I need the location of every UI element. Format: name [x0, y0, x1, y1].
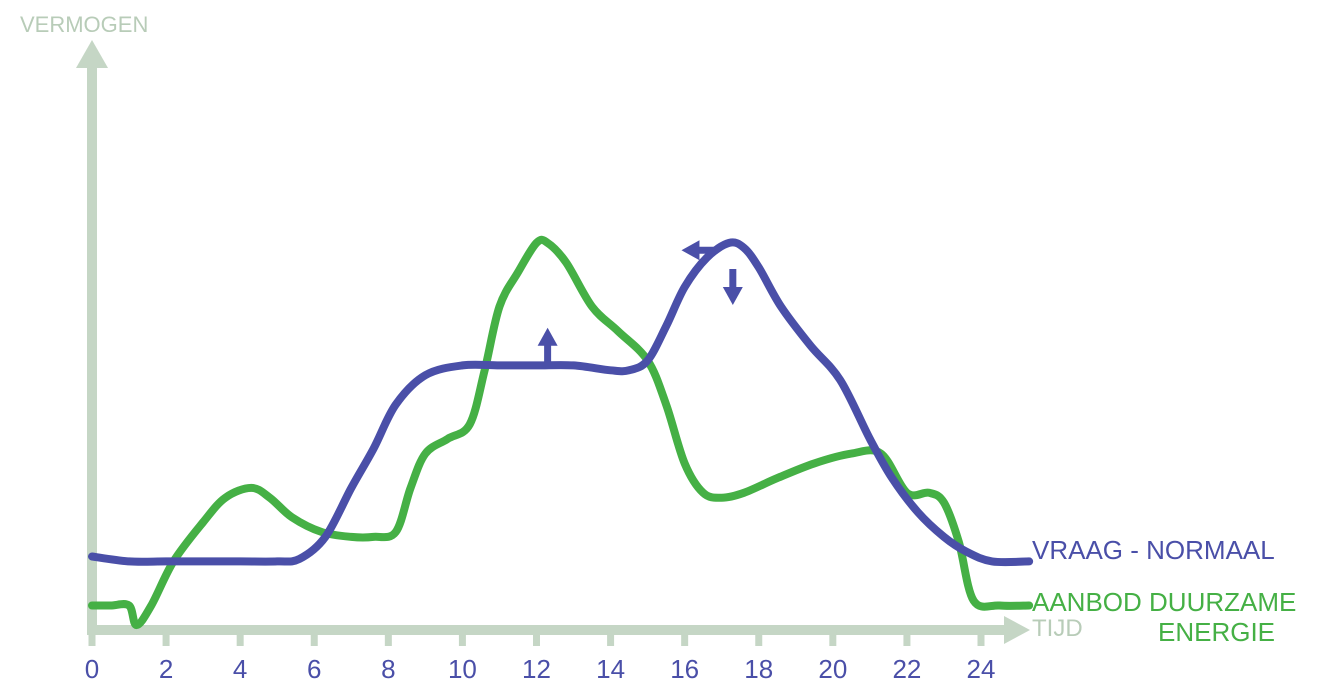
x-tick-label: 6: [307, 654, 321, 684]
legend-supply: AANBOD DUURZAME ENERGIE: [1032, 587, 1296, 647]
x-tick-label: 18: [744, 654, 773, 684]
x-tick-label: 4: [233, 654, 247, 684]
legend-supply-label: AANBOD DUURZAME ENERGIE: [1032, 587, 1297, 647]
arrow-head: [537, 327, 558, 346]
x-tick-label: 16: [670, 654, 699, 684]
arrow-down-icon: [722, 269, 743, 305]
x-tick-label: 8: [381, 654, 395, 684]
chart-annotations: [537, 240, 743, 364]
x-tick-label: 14: [596, 654, 625, 684]
legend-demand: VRAAG - NORMAAL: [1032, 535, 1275, 565]
x-tick-label: 12: [522, 654, 551, 684]
legend-demand-label: VRAAG - NORMAAL: [1032, 535, 1275, 565]
arrow-up-icon: [537, 327, 558, 364]
x-tick-label: 0: [85, 654, 99, 684]
x-tick-label: 24: [967, 654, 996, 684]
arrow-head: [722, 287, 743, 305]
arrow-head: [681, 240, 700, 261]
y-axis-label: VERMOGEN: [20, 12, 149, 37]
x-axis-label: TIJD: [1032, 615, 1083, 642]
x-tick-label: 22: [892, 654, 921, 684]
x-tick-label: 20: [818, 654, 847, 684]
series-line-supply: [88, 235, 1034, 630]
arrow-left-icon: [681, 240, 718, 261]
chart-axes: [76, 40, 1030, 646]
x-tick-label: 10: [448, 654, 477, 684]
y-axis-arrowhead: [76, 40, 108, 68]
series-line-demand: [88, 238, 1034, 567]
chart-series: [88, 235, 1034, 630]
x-tick-labels: 0 2 4 6 8 10 12 14 16 18 20 22 24: [85, 654, 996, 684]
x-tick-label: 2: [159, 654, 173, 684]
x-axis-arrowhead: [1004, 616, 1030, 644]
